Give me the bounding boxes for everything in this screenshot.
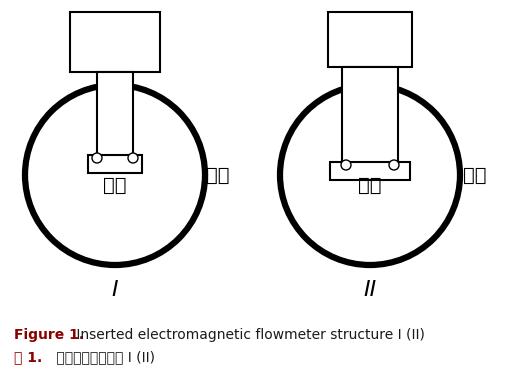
Text: 电极: 电极 [103, 176, 127, 194]
Bar [328, 12, 412, 67]
Text: Inserted electromagnetic flowmeter structure I (II): Inserted electromagnetic flowmeter struc… [72, 328, 425, 342]
Circle shape [389, 160, 399, 170]
Bar [342, 67, 398, 172]
Bar [97, 72, 133, 162]
Bar [330, 162, 410, 180]
Circle shape [92, 153, 102, 163]
Circle shape [280, 85, 460, 265]
Text: 图 1.: 图 1. [14, 350, 42, 364]
Circle shape [128, 153, 138, 163]
Circle shape [25, 85, 205, 265]
Text: 管道: 管道 [463, 165, 487, 184]
Text: 插入式流量计模型 I (II): 插入式流量计模型 I (II) [52, 350, 155, 364]
Text: Figure 1.: Figure 1. [14, 328, 84, 342]
Text: 电极: 电极 [359, 176, 382, 194]
Text: II: II [363, 280, 376, 300]
Circle shape [341, 160, 351, 170]
Text: 管道: 管道 [206, 165, 230, 184]
Text: I: I [112, 280, 118, 300]
Bar [70, 12, 160, 72]
Bar [88, 155, 142, 173]
